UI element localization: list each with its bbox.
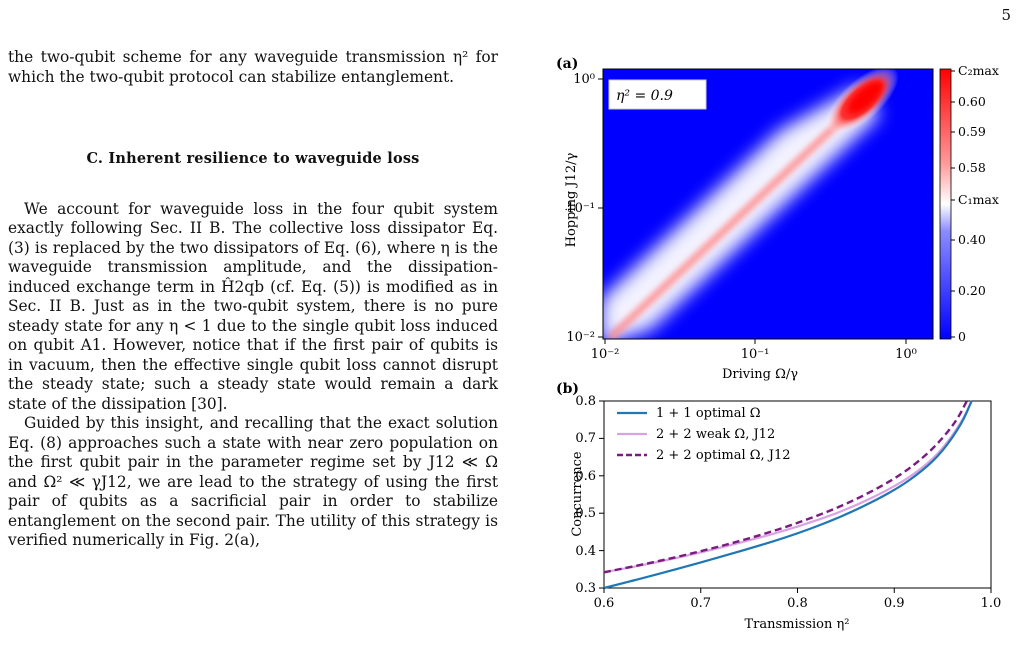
legend-label-3: 2 + 2 optimal Ω, J12	[656, 448, 791, 463]
heatmap-ridge	[607, 95, 868, 339]
panel-a-xlabel: Driving Ω/γ	[722, 367, 798, 382]
panel-b-label: (b)	[556, 381, 579, 397]
paragraph-1: the two-qubit scheme for any waveguide t…	[8, 48, 498, 86]
panel-a-ytick-2: 10⁻¹	[566, 201, 595, 216]
legend-label-2: 2 + 2 weak Ω, J12	[656, 427, 775, 442]
panel-a-ylabel: Hopping J12/γ	[564, 152, 579, 247]
panel-b-x-ticks: 0.6 0.7 0.8 0.9 1.0	[594, 588, 1002, 611]
annotation-box	[608, 79, 707, 110]
panel-b-ytick-4: 0.5	[575, 506, 596, 521]
panel-a-xtick-1: 10⁻²	[591, 347, 620, 362]
panel-b-ytick-3: 0.6	[575, 469, 596, 484]
panel-a-y-ticks: 10⁰ 10⁻¹ 10⁻²	[566, 72, 603, 345]
panel-b-ytick-1: 0.8	[575, 394, 596, 409]
panel-b-xtick-5: 1.0	[981, 596, 1002, 611]
colorbar-ticks: C₂max 0.60 0.59 0.58 C₁max 0.40 0.20 0	[951, 63, 999, 344]
colorbar-tick-058: 0.58	[958, 160, 986, 175]
colorbar	[939, 68, 952, 340]
panel-a-ytick-3: 10⁻²	[566, 330, 595, 345]
heatmap	[603, 69, 933, 339]
colorbar-tick-040: 0.40	[958, 232, 986, 247]
section-heading: C. Inherent resilience to waveguide loss	[86, 150, 420, 167]
panel-a-label: (a)	[556, 56, 578, 72]
panel-b-xtick-3: 0.8	[787, 596, 808, 611]
paragraph-3: Guided by this insight, and recalling th…	[8, 414, 498, 549]
panel-b-ytick-6: 0.3	[575, 581, 596, 596]
colorbar-tick-c1max: C₁max	[958, 192, 999, 207]
panel-a-ytick-1: 10⁰	[573, 72, 595, 87]
paragraph-2: We account for waveguide loss in the fou…	[8, 199, 498, 413]
colorbar-tick-c2max: C₂max	[958, 63, 999, 78]
heatmap-frame	[602, 68, 934, 340]
panel-b-series	[603, 400, 973, 590]
annotation-text: η² = 0.9	[616, 88, 673, 104]
heatmap-peak-core	[848, 81, 884, 113]
page-number: 5	[1001, 6, 1011, 24]
colorbar-tick-059: 0.59	[958, 124, 986, 139]
panel-b-legend: 1 + 1 optimal Ω 2 + 2 weak Ω, J12 2 + 2 …	[617, 406, 791, 463]
series-line-3	[603, 400, 968, 574]
colorbar-tick-020: 0.20	[958, 283, 986, 298]
panel-b-y-ticks: 0.8 0.7 0.6 0.5 0.4 0.3	[575, 394, 604, 596]
panel-b-ytick-2: 0.7	[575, 431, 596, 446]
panel-b-ylabel: Concurrence	[570, 451, 585, 537]
panel-b-xtick-2: 0.7	[690, 596, 711, 611]
panel-b-xtick-1: 0.6	[594, 596, 615, 611]
colorbar-tick-060: 0.60	[958, 94, 986, 109]
series-line-1	[603, 400, 973, 590]
panel-b-xtick-4: 0.9	[884, 596, 905, 611]
panel-b-ytick-5: 0.4	[575, 544, 596, 559]
legend-label-1: 1 + 1 optimal Ω	[656, 406, 761, 421]
panel-b-xlabel: Transmission η²	[745, 617, 850, 632]
panel-a-x-ticks: 10⁻² 10⁻¹ 10⁰	[591, 339, 917, 362]
text-column: the two-qubit scheme for any waveguide t…	[8, 48, 498, 551]
panel-a-xtick-3: 10⁰	[895, 347, 917, 362]
panel-a-xtick-2: 10⁻¹	[741, 347, 770, 362]
colorbar-tick-0: 0	[958, 329, 966, 344]
